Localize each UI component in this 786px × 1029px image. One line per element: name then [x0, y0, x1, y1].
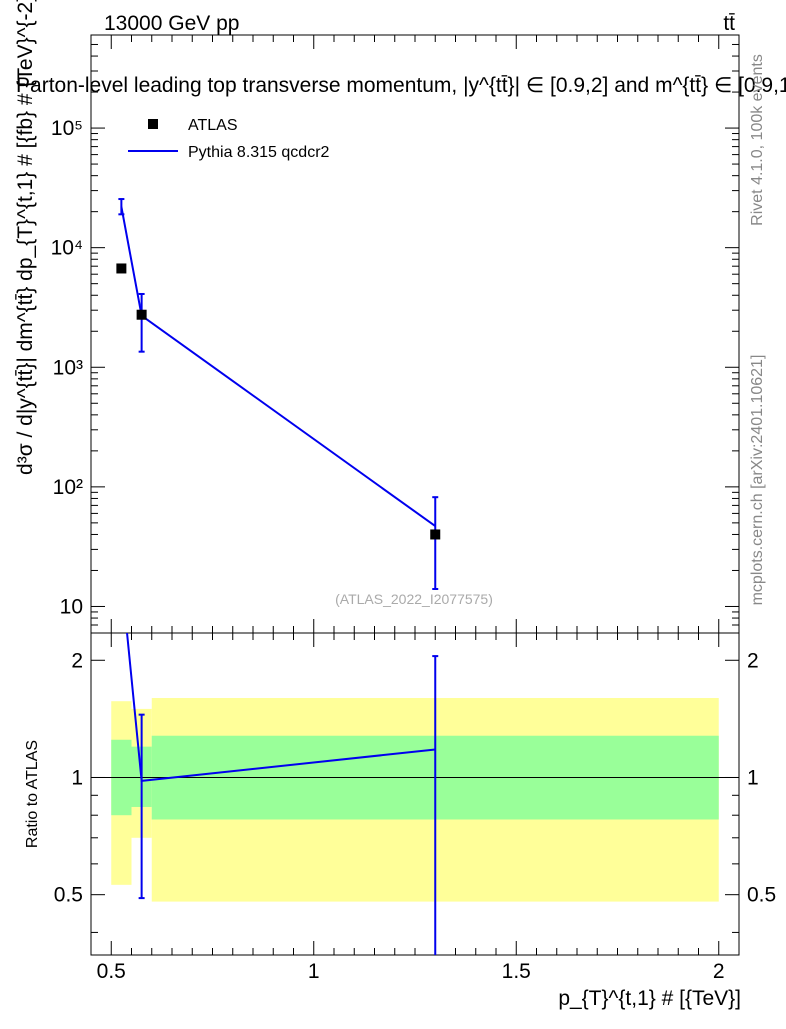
main-y-tick-label: 10²: [53, 476, 83, 499]
ratio-y-axis: 0.5 0.5 1 1 2 2: [54, 649, 776, 933]
main-data-layer: [116, 198, 441, 590]
header-collision-label: 13000 GeV pp: [104, 12, 239, 35]
analysis-watermark: (ATLAS_2022_I2077575): [335, 591, 493, 607]
ratio-data-layer: [126, 633, 439, 955]
main-y-axis: 10 10² 10³ 10⁴ 10⁵: [51, 34, 739, 634]
main-y-tick-label: 10⁴: [51, 237, 83, 260]
header-process-label: tt̄: [723, 12, 735, 35]
ratio-y-tick-label: 0.5: [54, 884, 83, 907]
ratio-y-tick-label: 2: [71, 649, 83, 672]
main-y-tick-label: 10: [60, 595, 83, 618]
main-x-ticks: [110, 35, 720, 633]
mcplots-label: mcplots.cern.ch [arXiv:2401.10621]: [749, 355, 766, 606]
ratio-y-axis-title: Ratio to ATLAS: [24, 740, 41, 848]
plot-title: Parton-level leading top transverse mome…: [16, 74, 786, 97]
atlas-marker: [116, 263, 127, 274]
ratio-y-tick-label-right: 0.5: [747, 884, 776, 907]
x-tick-label: 1: [308, 960, 320, 983]
legend: ATLAS Pythia 8.315 qcdcr2: [128, 117, 330, 161]
ratio-x-axis: 0.5 1 1.5 2: [97, 633, 725, 983]
ratio-bands: [111, 698, 719, 902]
legend-marker-atlas: [148, 119, 158, 129]
atlas-marker: [430, 529, 441, 540]
ratio-y-tick-label: 1: [71, 766, 83, 789]
ratio-y-tick-label-right: 1: [747, 766, 759, 789]
pythia-line: [120, 206, 436, 527]
x-axis-title: p_{T}^{t,1} # [{TeV}]: [558, 987, 741, 1010]
x-tick-label: 0.5: [97, 960, 126, 983]
legend-label-pythia: Pythia 8.315 qcdcr2: [188, 144, 330, 161]
atlas-marker: [136, 309, 147, 320]
legend-label-atlas: ATLAS: [188, 117, 238, 134]
rivet-label: Rivet 4.1.0, 100k events: [749, 54, 766, 226]
main-y-tick-label: 10⁵: [51, 117, 83, 140]
x-tick-label: 2: [713, 960, 725, 983]
main-y-tick-label: 10³: [53, 356, 83, 379]
main-y-axis-title: d³σ / d|y^{tt̄}| dm^{tt̄} dp_{T}^{t,1} #…: [14, 0, 37, 475]
x-tick-label: 1.5: [502, 960, 531, 983]
ratio-y-tick-label-right: 2: [747, 649, 759, 672]
